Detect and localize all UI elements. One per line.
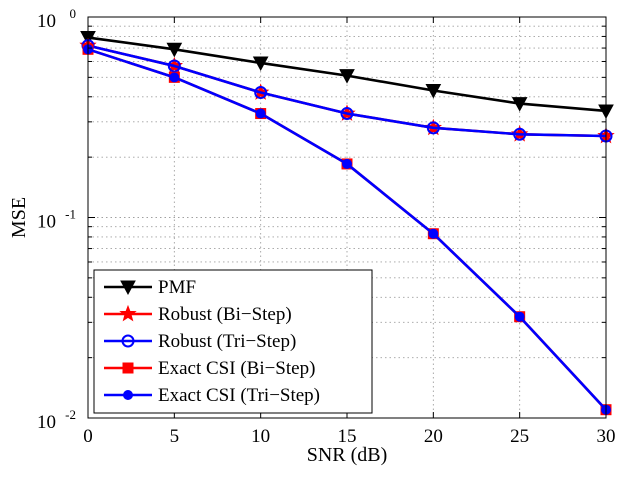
legend-entry: Exact CSI (Bi−Step) [104, 358, 315, 379]
data-point [511, 97, 528, 112]
x-tick-label: 30 [597, 426, 616, 447]
y-axis-label: MSE [8, 197, 30, 238]
data-point [425, 83, 442, 99]
y-tick-exponent: -2 [65, 407, 76, 422]
data-point [340, 107, 354, 121]
y-tick-base: 10 [37, 11, 56, 32]
y-tick-exponent: 0 [70, 6, 77, 21]
x-tick-label: 0 [83, 426, 93, 447]
x-tick-label: 10 [251, 426, 270, 447]
legend-entry: Robust (Bi−Step) [104, 304, 292, 325]
legend-marker [121, 334, 135, 348]
data-point [426, 121, 440, 135]
data-point [342, 158, 352, 169]
series-line [87, 44, 607, 138]
y-tick-label: 10 -1 [37, 207, 76, 233]
legend-entry: Exact CSI (Tri−Step) [104, 385, 320, 406]
y-tick-label: 10 -2 [37, 407, 76, 433]
data-point [513, 127, 527, 141]
legend-label: Exact CSI (Tri−Step) [158, 385, 320, 406]
data-point [339, 69, 355, 84]
x-axis-label: SNR (dB) [307, 444, 388, 466]
x-tick-label: 5 [170, 426, 180, 447]
legend-label: Exact CSI (Bi−Step) [158, 358, 315, 379]
x-tick-label: 20 [424, 426, 443, 447]
legend-label: PMF [158, 277, 196, 298]
legend-label: Robust (Bi−Step) [158, 304, 292, 325]
data-point [514, 311, 525, 322]
data-point [255, 108, 266, 119]
legend-entry: PMF [104, 277, 196, 298]
data-point [169, 72, 180, 83]
data-point [254, 86, 268, 100]
legend-marker [120, 280, 136, 296]
data-point [428, 228, 439, 239]
legend: PMF Robust (Bi−Step) Robust (Tri−Step) Exac… [93, 269, 373, 414]
x-tick-label: 15 [338, 426, 357, 447]
legend-marker [119, 304, 137, 322]
series-1 [80, 31, 614, 119]
series-line [87, 44, 607, 138]
data-point [252, 56, 269, 71]
x-tick-label: 25 [510, 426, 529, 447]
data-point [166, 42, 183, 58]
axis-ticks: 0 5 10 15 20 25 30 10 -2 10 -1 10 0 [37, 6, 616, 447]
y-tick-base: 10 [37, 412, 56, 433]
y-tick-label: 10 0 [37, 6, 76, 32]
legend-label: Robust (Tri−Step) [158, 331, 296, 352]
y-tick-base: 10 [37, 212, 56, 233]
legend-entry: Robust (Tri−Step) [104, 331, 296, 352]
y-tick-exponent: -1 [65, 207, 76, 222]
data-point [167, 59, 181, 73]
series-3 [81, 39, 613, 143]
legend-marker [122, 362, 134, 374]
legend-marker [123, 390, 133, 400]
